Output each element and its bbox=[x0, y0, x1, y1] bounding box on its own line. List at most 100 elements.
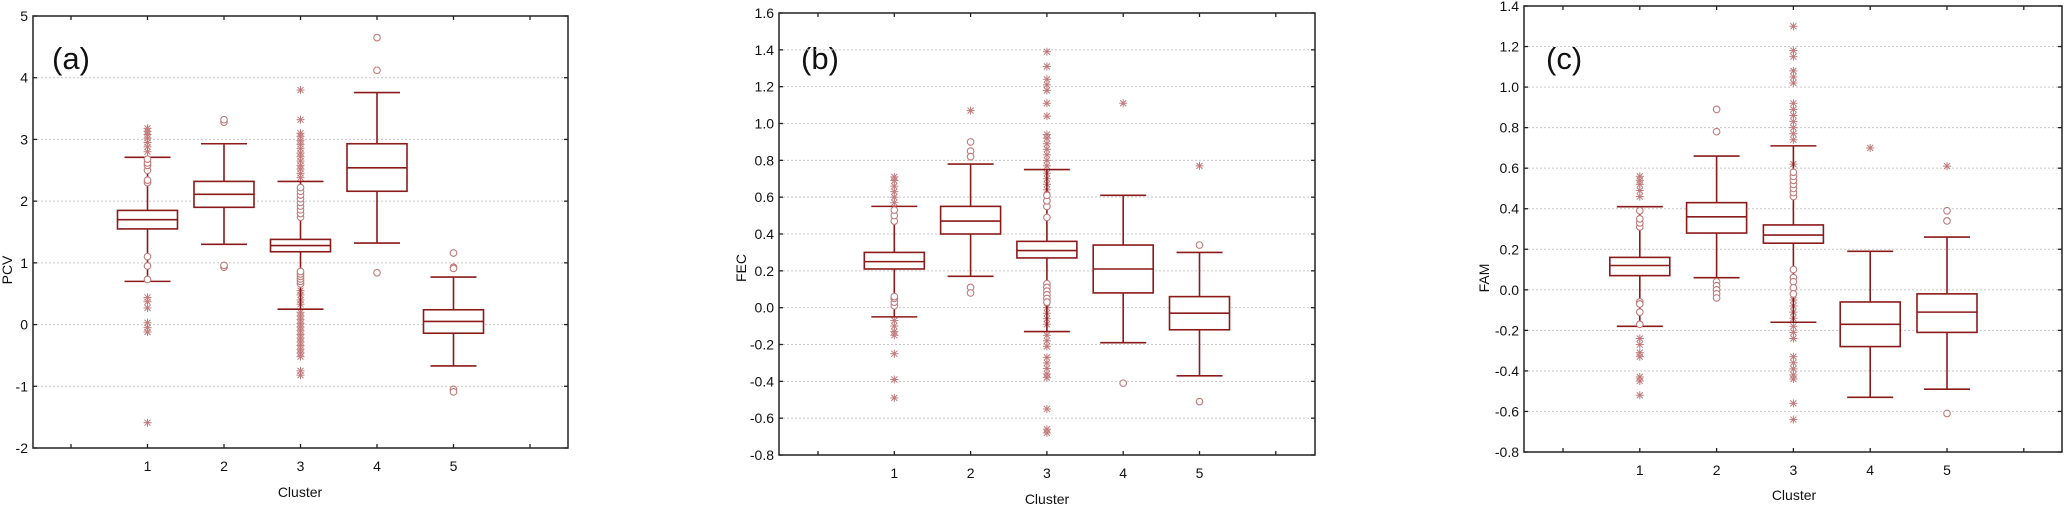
extreme-point bbox=[1195, 161, 1204, 170]
extreme-point bbox=[1042, 80, 1051, 89]
box-iqr bbox=[1016, 240, 1078, 259]
outlier-point bbox=[373, 268, 381, 277]
outlier-point bbox=[1635, 300, 1644, 308]
extreme-point bbox=[1789, 117, 1798, 126]
extreme-point bbox=[890, 375, 899, 384]
outlier-point bbox=[1712, 294, 1721, 302]
box-cluster-2 bbox=[1685, 105, 1748, 302]
y-tick-label: 1.4 bbox=[755, 42, 775, 58]
box-cluster-3 bbox=[1762, 22, 1825, 424]
outlier-point bbox=[143, 252, 152, 261]
outlier-point bbox=[1635, 215, 1644, 223]
box-iqr bbox=[863, 251, 926, 270]
y-tick-label: 1.2 bbox=[755, 79, 775, 95]
extreme-point bbox=[143, 124, 152, 133]
extreme-point bbox=[1042, 373, 1051, 382]
outlier-point bbox=[1943, 409, 1951, 418]
plot-frame bbox=[1523, 5, 2063, 453]
y-tick-label: 2 bbox=[20, 193, 28, 209]
outlier-point bbox=[890, 206, 899, 214]
y-tick-label: 1.2 bbox=[1500, 39, 1520, 55]
x-tick-label: 3 bbox=[1043, 465, 1051, 481]
y-axis: -0.8 -0.6 -0.4 -0.2 0.0 0.2 0.4 0.6 0.8 1.0 1.2 1.4… bbox=[750, 5, 1315, 463]
box-cluster-3 bbox=[269, 86, 332, 380]
x-axis-title: Cluster bbox=[278, 484, 323, 500]
x-tick-label: 3 bbox=[297, 458, 305, 474]
outlier-point bbox=[220, 115, 228, 124]
outlier-point bbox=[1043, 298, 1051, 306]
extreme-point bbox=[1042, 75, 1051, 84]
extreme-point bbox=[1789, 328, 1798, 337]
box-cluster-5 bbox=[1168, 161, 1231, 406]
outlier-point bbox=[373, 33, 381, 42]
extreme-point bbox=[1789, 415, 1798, 424]
y-tick-label: 1.0 bbox=[1500, 79, 1520, 95]
outlier-point bbox=[1712, 127, 1721, 136]
y-axis-title: PCV bbox=[0, 255, 15, 284]
extreme-point bbox=[1789, 105, 1798, 114]
y-tick-label: -0.6 bbox=[1495, 403, 1519, 419]
x-axis: 1 2 3 4 5 bbox=[1562, 6, 2025, 478]
extreme-point bbox=[296, 371, 305, 380]
outlier-point bbox=[1635, 320, 1644, 329]
extreme-point bbox=[1635, 391, 1644, 400]
outlier-point bbox=[1043, 191, 1051, 200]
y-tick-label: -1 bbox=[16, 378, 29, 394]
y-tick-label: 0.8 bbox=[1500, 120, 1520, 136]
outlier-point bbox=[1195, 241, 1204, 249]
outlier-point bbox=[143, 275, 152, 284]
extreme-point bbox=[1789, 375, 1798, 384]
x-tick-label: 5 bbox=[450, 458, 458, 474]
x-tick-label: 1 bbox=[890, 465, 898, 481]
extreme-point bbox=[1042, 342, 1051, 351]
extreme-point bbox=[890, 182, 899, 191]
x-tick-label: 2 bbox=[1713, 462, 1721, 478]
y-tick-label: 0 bbox=[20, 317, 28, 333]
extreme-point bbox=[296, 352, 305, 361]
box-cluster-3 bbox=[1016, 47, 1078, 437]
box-iqr bbox=[939, 205, 1002, 235]
extreme-point bbox=[890, 349, 899, 358]
y-tick-label: 5 bbox=[20, 8, 28, 24]
y-tick-label: 1 bbox=[20, 255, 28, 271]
panel-a: (a) Cluster PCV -2 -1 0 1 2 3 4 5 1 2 3 4 5 bbox=[0, 8, 569, 500]
y-axis: -0.8 -0.6 -0.4 -0.2 0.0 0.2 0.4 0.6 0.8 1.0 1.2 1.4 bbox=[1495, 0, 2062, 460]
y-tick-label: 0.2 bbox=[1500, 241, 1520, 257]
extreme-point bbox=[1789, 22, 1798, 31]
extreme-point bbox=[143, 327, 152, 336]
box-cluster-5 bbox=[422, 249, 485, 396]
outlier-point bbox=[1943, 217, 1951, 225]
extreme-point bbox=[143, 303, 152, 312]
extreme-point bbox=[1635, 352, 1644, 361]
outlier-point bbox=[890, 292, 899, 301]
y-tick-label: 0.4 bbox=[1500, 201, 1520, 217]
y-tick-label: 0.6 bbox=[755, 189, 775, 205]
x-axis: 1 2 3 4 5 bbox=[70, 16, 531, 474]
y-tick-label: 0.2 bbox=[755, 263, 775, 279]
extreme-point bbox=[1789, 46, 1798, 55]
outlier-point bbox=[966, 138, 975, 146]
y-tick-label: -0.2 bbox=[750, 337, 774, 353]
outlier-point bbox=[966, 289, 975, 297]
outlier-point bbox=[1789, 168, 1798, 177]
y-axis: -2 -1 0 1 2 3 4 5 bbox=[16, 8, 568, 456]
x-tick-label: 5 bbox=[1196, 465, 1204, 481]
outlier-point bbox=[966, 152, 975, 161]
extreme-point bbox=[1789, 334, 1798, 343]
x-tick-label: 2 bbox=[967, 465, 975, 481]
outlier-point bbox=[1195, 397, 1204, 406]
extreme-point bbox=[1119, 99, 1128, 108]
box-cluster-1 bbox=[1609, 172, 1671, 400]
extreme-point bbox=[1789, 52, 1798, 61]
y-tick-label: -0.4 bbox=[1495, 363, 1519, 379]
y-tick-label: -0.6 bbox=[750, 410, 774, 426]
box-cluster-2 bbox=[939, 106, 1002, 297]
extreme-point bbox=[1042, 130, 1051, 139]
box-cluster-5 bbox=[1916, 162, 1978, 418]
extreme-point bbox=[1789, 99, 1798, 108]
panel-c: (c) Cluster FAM -0.8-0.6-0.4-0.20.00.20.… bbox=[1476, 0, 2063, 503]
extreme-point bbox=[1042, 364, 1051, 373]
box-cluster-4 bbox=[1092, 99, 1154, 388]
panel-b: (b) Cluster FEC -0.8 -0.6 -0.4 -0.2 0.0 0.2 0.… bbox=[733, 5, 1316, 507]
y-tick-label: -0.4 bbox=[750, 373, 774, 389]
